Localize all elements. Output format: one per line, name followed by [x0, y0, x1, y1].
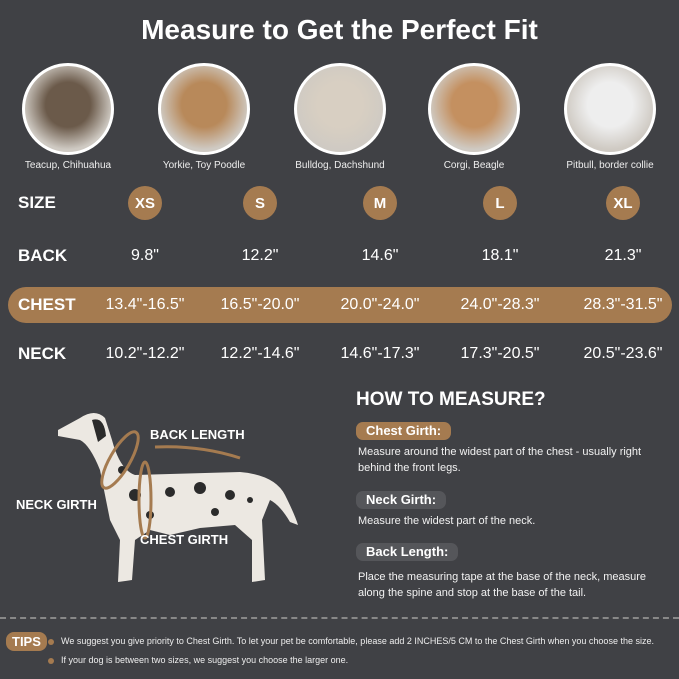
back-row-label: BACK — [18, 246, 68, 265]
neck-row-label: NECK — [18, 344, 67, 363]
divider — [0, 617, 679, 619]
chest-value: 20.0"-24.0" — [340, 296, 420, 313]
breed-label: Yorkie, Toy Poodle — [162, 160, 246, 171]
back-value: 14.6" — [361, 247, 399, 264]
dalmatian-illustration — [58, 413, 298, 582]
back-value: 21.3" — [604, 247, 642, 264]
breed-label: Pitbull, border collie — [566, 160, 654, 171]
neck-value: 14.6"-17.3" — [340, 345, 420, 362]
size-badge: S — [243, 186, 277, 220]
back-value: 12.2" — [241, 247, 279, 264]
neck-girth-pill: Neck Girth: — [356, 491, 447, 509]
chest-value: 24.0"-28.3" — [460, 296, 540, 313]
back-length-desc: Place the measuring tape at the base of … — [358, 571, 647, 599]
chest-value: 16.5"-20.0" — [220, 296, 300, 313]
tips-badge: TIPS — [6, 632, 47, 651]
neck-girth-label: NECK GIRTH — [16, 497, 97, 512]
tip-item: We suggest you give priority to Chest Gi… — [48, 636, 654, 646]
chest-girth-label: CHEST GIRTH — [140, 532, 229, 547]
dog-photo — [22, 63, 114, 155]
neck-value: 10.2"-12.2" — [105, 345, 185, 362]
back-length-label: BACK LENGTH — [150, 427, 245, 442]
breed-label: Bulldog, Dachshund — [295, 160, 385, 171]
size-badge: M — [363, 186, 397, 220]
chest-row-highlight — [8, 287, 672, 323]
neck-value: 17.3"-20.5" — [460, 345, 540, 362]
neck-value: 20.5"-23.6" — [583, 345, 663, 362]
size-badge: L — [483, 186, 517, 220]
chest-value: 28.3"-31.5" — [583, 296, 663, 313]
tip-item: If your dog is between two sizes, we sug… — [48, 655, 348, 665]
size-badge: XL — [606, 186, 640, 220]
neck-value: 12.2"-14.6" — [220, 345, 300, 362]
page-title: Measure to Get the Perfect Fit — [141, 14, 538, 45]
size-badge: XS — [128, 186, 162, 220]
dog-photo — [294, 63, 386, 155]
dog-photo — [158, 63, 250, 155]
chest-row-label: CHEST — [18, 295, 76, 314]
chest-value: 13.4"-16.5" — [105, 296, 185, 313]
how-to-measure-heading: HOW TO MEASURE? — [356, 389, 546, 410]
neck-girth-desc: Measure the widest part of the neck. — [358, 515, 536, 527]
size-row-label: SIZE — [18, 193, 56, 212]
dog-photo — [428, 63, 520, 155]
back-value: 18.1" — [481, 247, 519, 264]
back-length-pill: Back Length: — [356, 543, 459, 561]
breed-label: Corgi, Beagle — [443, 160, 505, 171]
back-value: 9.8" — [131, 247, 159, 264]
dog-photo — [564, 63, 656, 155]
chest-girth-pill: Chest Girth: — [356, 422, 452, 440]
chest-girth-desc: Measure around the widest part of the ch… — [358, 446, 642, 474]
breed-label: Teacup, Chihuahua — [24, 160, 112, 171]
